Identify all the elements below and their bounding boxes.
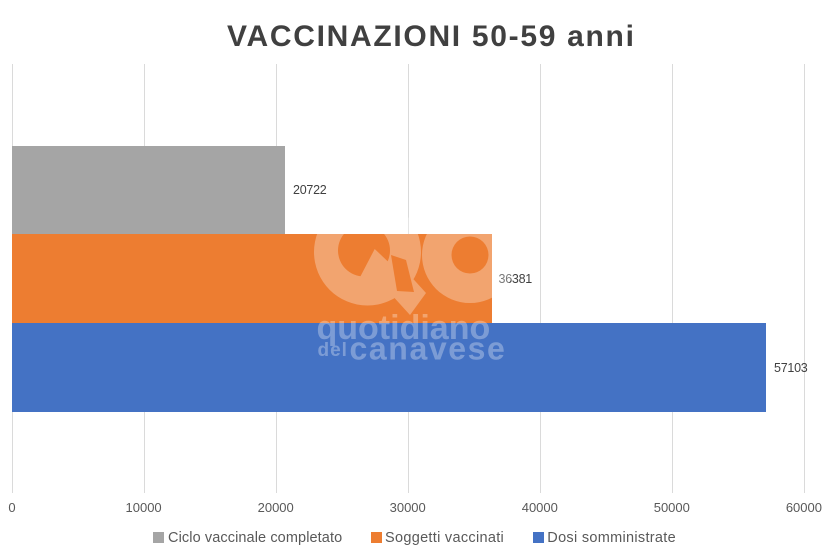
svg-text:del: del — [318, 340, 348, 361]
svg-text:canavese: canavese — [350, 331, 507, 367]
svg-text:quotidiano: quotidiano — [317, 309, 491, 347]
